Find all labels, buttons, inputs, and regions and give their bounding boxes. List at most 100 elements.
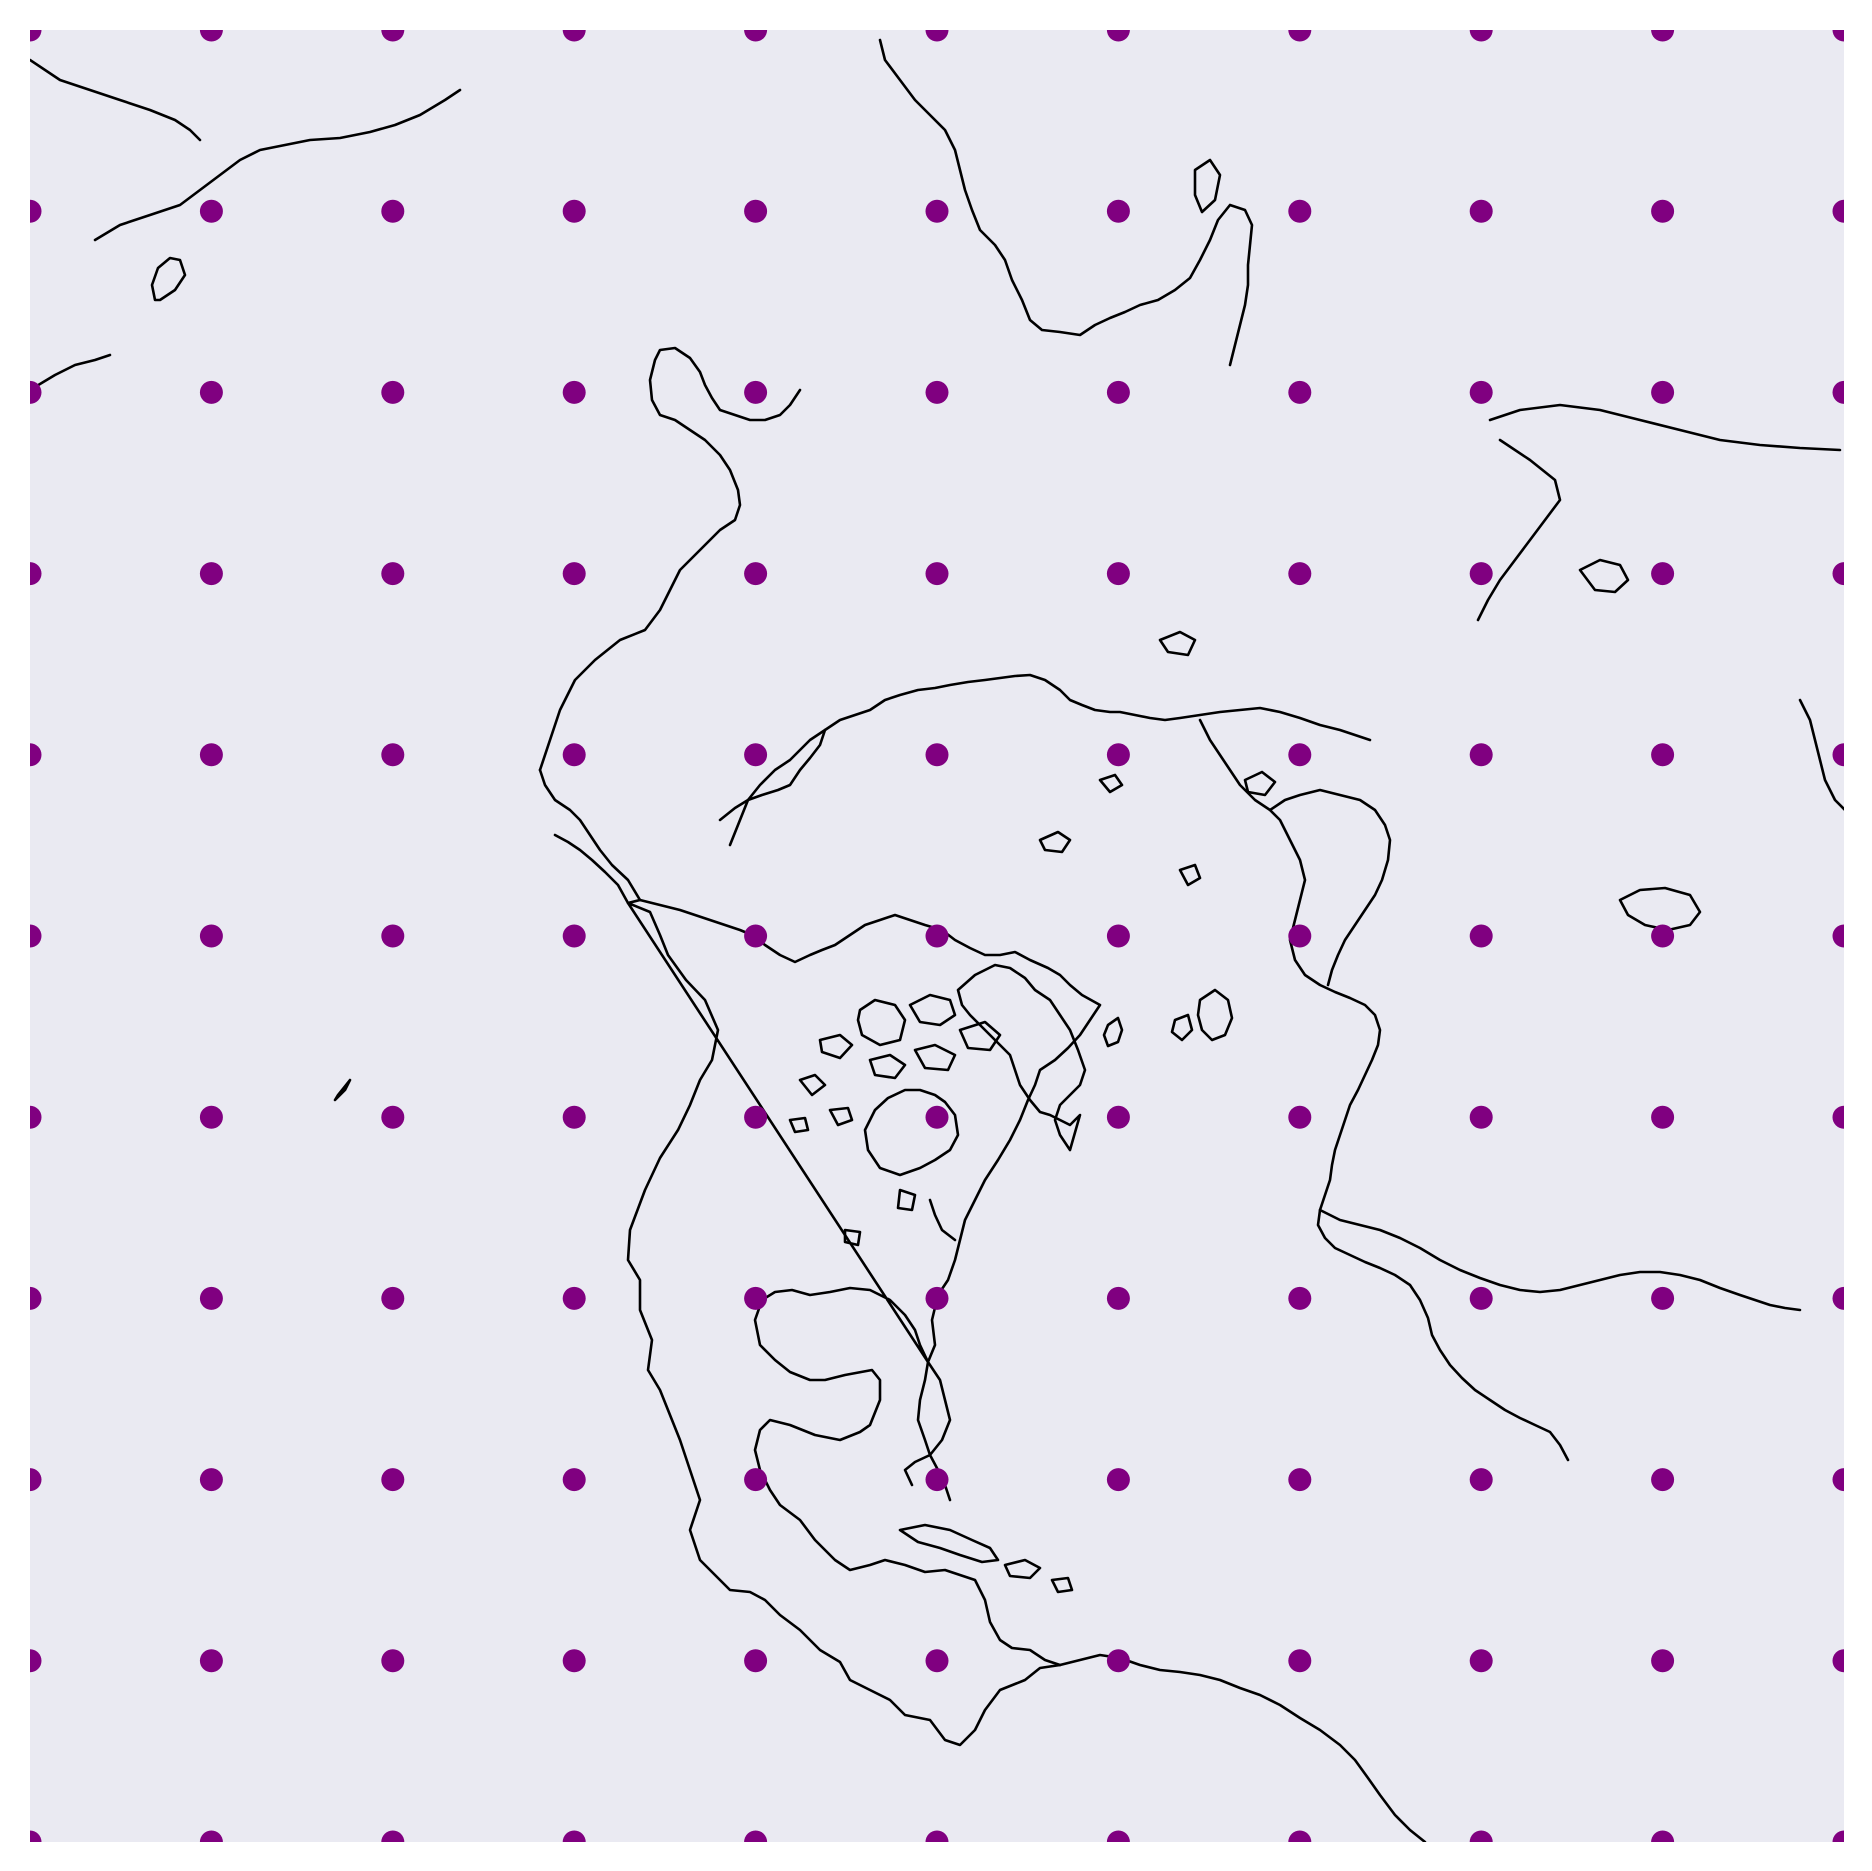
grid-point xyxy=(1469,199,1493,223)
grid-point xyxy=(925,1286,949,1310)
grid-point xyxy=(30,1286,42,1310)
coastline-hudson-bay xyxy=(863,1088,960,1242)
coastline-asia-interior xyxy=(1476,403,1844,811)
grid-point xyxy=(381,1649,405,1673)
grid-point xyxy=(1651,1468,1675,1492)
grid-point xyxy=(562,1286,586,1310)
grid-point xyxy=(1651,1830,1675,1842)
grid-point xyxy=(1288,1830,1312,1842)
grid-point xyxy=(744,1468,768,1492)
grid-point xyxy=(1832,1649,1844,1673)
grid-point xyxy=(1832,1468,1844,1492)
coastline-siberia xyxy=(728,673,1372,847)
grid-point xyxy=(1106,924,1130,948)
grid-point xyxy=(562,1649,586,1673)
grid-point xyxy=(381,1286,405,1310)
grid-point xyxy=(1832,562,1844,586)
coastline-alaska xyxy=(333,728,827,1102)
grid-point xyxy=(1469,1105,1493,1129)
grid-point xyxy=(925,743,949,767)
grid-point xyxy=(1832,1105,1844,1129)
grid-point xyxy=(1469,1286,1493,1310)
grid-point xyxy=(1469,924,1493,948)
grid-point xyxy=(1469,1468,1493,1492)
grid-point xyxy=(30,1830,42,1842)
grid-point xyxy=(562,30,586,42)
grid-point xyxy=(1288,199,1312,223)
coastline-europe xyxy=(1198,718,1570,1462)
grid-point xyxy=(1832,199,1844,223)
grid-point xyxy=(744,743,768,767)
grid-point xyxy=(562,380,586,404)
grid-point xyxy=(1832,30,1844,42)
grid-point xyxy=(381,924,405,948)
grid-point xyxy=(1106,199,1130,223)
grid-point xyxy=(1288,1286,1312,1310)
grid-point xyxy=(381,1105,405,1129)
grid-point xyxy=(381,1830,405,1842)
grid-point xyxy=(925,1649,949,1673)
coastline-scandinavia xyxy=(1268,788,1392,987)
grid-point xyxy=(925,1468,949,1492)
grid-point xyxy=(744,562,768,586)
grid-point xyxy=(562,562,586,586)
grid-point xyxy=(1651,199,1675,223)
grid-point xyxy=(1832,380,1844,404)
grid-point xyxy=(1106,1286,1130,1310)
coastline-upper-left xyxy=(30,58,462,392)
grid-point xyxy=(199,30,223,42)
grid-point xyxy=(381,743,405,767)
grid-point xyxy=(1288,1649,1312,1673)
grid-point xyxy=(199,1830,223,1842)
grid-point xyxy=(1106,1105,1130,1129)
grid-point xyxy=(1288,1468,1312,1492)
grid-point xyxy=(1469,1830,1493,1842)
grid-point xyxy=(30,380,42,404)
grid-point xyxy=(30,1468,42,1492)
grid-point xyxy=(744,924,768,948)
grid-point xyxy=(381,562,405,586)
grid-point xyxy=(562,1105,586,1129)
grid-point xyxy=(199,1286,223,1310)
grid-point xyxy=(562,199,586,223)
grid-point xyxy=(1288,30,1312,42)
grid-markers xyxy=(30,30,1844,1842)
grid-point xyxy=(1651,562,1675,586)
grid-point xyxy=(30,562,42,586)
grid-point xyxy=(1651,924,1675,948)
coastline-arctic-islands xyxy=(788,993,1002,1247)
grid-point xyxy=(381,1468,405,1492)
coastline-top-center xyxy=(878,38,1254,367)
grid-point xyxy=(30,30,42,42)
grid-point xyxy=(1288,1105,1312,1129)
grid-point xyxy=(1651,1105,1675,1129)
grid-point xyxy=(381,380,405,404)
grid-point xyxy=(30,743,42,767)
grid-point xyxy=(1651,743,1675,767)
grid-point xyxy=(30,924,42,948)
grid-point xyxy=(1469,562,1493,586)
grid-point xyxy=(199,562,223,586)
grid-point xyxy=(199,743,223,767)
coastline-kamchatka xyxy=(538,346,802,772)
grid-point xyxy=(1469,1649,1493,1673)
grid-point xyxy=(562,743,586,767)
grid-point xyxy=(925,30,949,42)
grid-point xyxy=(1832,1286,1844,1310)
grid-point xyxy=(381,30,405,42)
grid-point xyxy=(925,1105,949,1129)
grid-point xyxy=(925,199,949,223)
grid-point xyxy=(744,380,768,404)
grid-point xyxy=(1288,924,1312,948)
grid-point xyxy=(1106,1468,1130,1492)
grid-point xyxy=(1469,30,1493,42)
grid-point xyxy=(30,1649,42,1673)
grid-point xyxy=(744,1286,768,1310)
grid-point xyxy=(744,1830,768,1842)
grid-point xyxy=(744,30,768,42)
grid-point xyxy=(1651,1286,1675,1310)
grid-point xyxy=(199,380,223,404)
grid-point xyxy=(1651,30,1675,42)
grid-point xyxy=(1106,30,1130,42)
grid-point xyxy=(1106,562,1130,586)
